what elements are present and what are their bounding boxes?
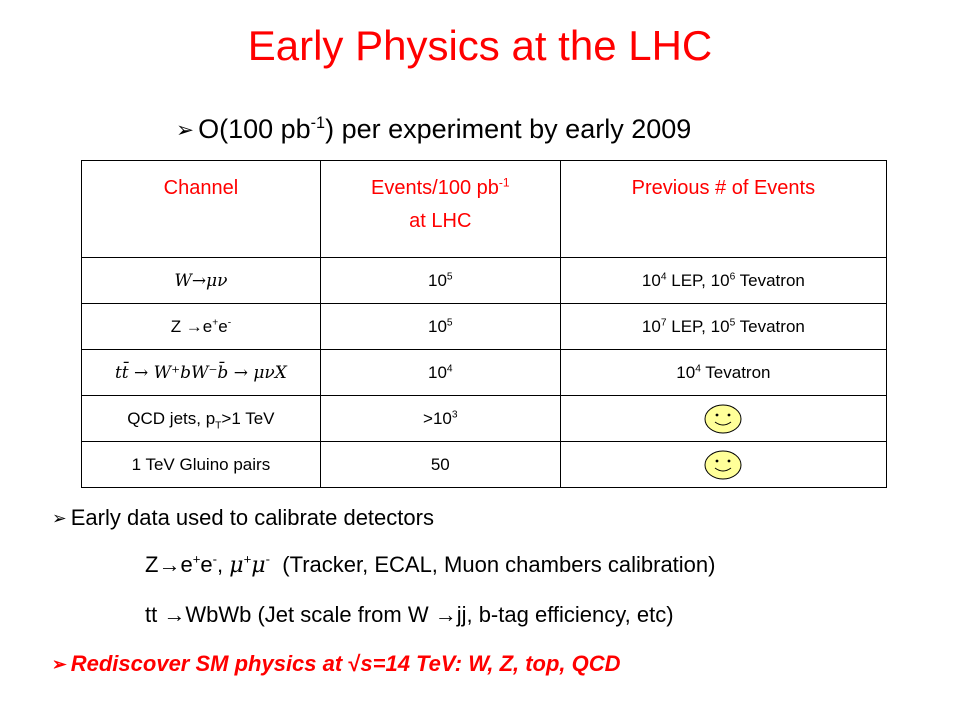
events-cell: 104 bbox=[319, 349, 561, 396]
arrow-bullet-icon: ➢ bbox=[52, 654, 67, 674]
bullet-tt-calibration: tt →WbWb (Jet scale from W →jj, b-tag ef… bbox=[145, 602, 674, 627]
arrow-bullet-icon: ➢ bbox=[52, 508, 67, 528]
smiley-icon bbox=[704, 450, 742, 479]
smiley-icon bbox=[704, 404, 742, 433]
events-cell: >103 bbox=[319, 395, 561, 442]
ttbar-decay-formula: tt̄ → W⁺bW⁻b̄ → μνX bbox=[114, 362, 287, 383]
table-row: W→μν 105 104 LEP, 106 Tevatron bbox=[81, 257, 888, 304]
table-row: 1 TeV Gluino pairs 50 bbox=[81, 441, 888, 488]
header-channel: Channel bbox=[81, 160, 321, 258]
header-previous: Previous # of Events bbox=[559, 160, 888, 258]
table-row: Z →e+e- 105 107 LEP, 105 Tevatron bbox=[81, 303, 888, 350]
previous-cell bbox=[559, 441, 888, 488]
table-row: QCD jets, pT>1 TeV >103 bbox=[81, 395, 888, 442]
previous-cell bbox=[559, 395, 888, 442]
bullet-z-calibration: Z→e+e-, μ+μ- (Tracker, ECAL, Muon chambe… bbox=[145, 551, 716, 578]
arrow-bullet-icon: ➢ bbox=[176, 117, 195, 142]
previous-cell: 104 Tevatron bbox=[559, 349, 888, 396]
previous-cell: 107 LEP, 105 Tevatron bbox=[559, 303, 888, 350]
header-events: Events/100 pb-1 at LHC bbox=[319, 160, 561, 258]
channel-cell: W→μν bbox=[81, 257, 321, 304]
slide-title: Early Physics at the LHC bbox=[247, 22, 713, 69]
bullet-rediscover: ➢ Rediscover SM physics at √s=14 TeV: W, … bbox=[52, 651, 621, 676]
bullet-calibration: ➢ Early data used to calibrate detectors bbox=[52, 505, 434, 530]
channel-cell: 1 TeV Gluino pairs bbox=[81, 441, 321, 488]
slide-subtitle: ➢ O(100 pb-1) per experiment by early 200… bbox=[176, 114, 692, 144]
events-cell: 50 bbox=[319, 441, 561, 488]
previous-cell: 104 LEP, 106 Tevatron bbox=[559, 257, 888, 304]
channel-cell: Z →e+e- bbox=[81, 303, 321, 350]
channel-cell: tt̄ → W⁺bW⁻b̄ → μνX bbox=[81, 349, 321, 396]
table-row: tt̄ → W⁺bW⁻b̄ → μνX 104 104 Tevatron bbox=[81, 349, 888, 396]
events-cell: 105 bbox=[319, 257, 561, 304]
channel-cell: QCD jets, pT>1 TeV bbox=[81, 395, 321, 442]
table-header-row: Channel Events/100 pb-1 at LHC Previous … bbox=[81, 160, 888, 258]
events-cell: 105 bbox=[319, 303, 561, 350]
events-table: Channel Events/100 pb-1 at LHC Previous … bbox=[81, 160, 888, 488]
